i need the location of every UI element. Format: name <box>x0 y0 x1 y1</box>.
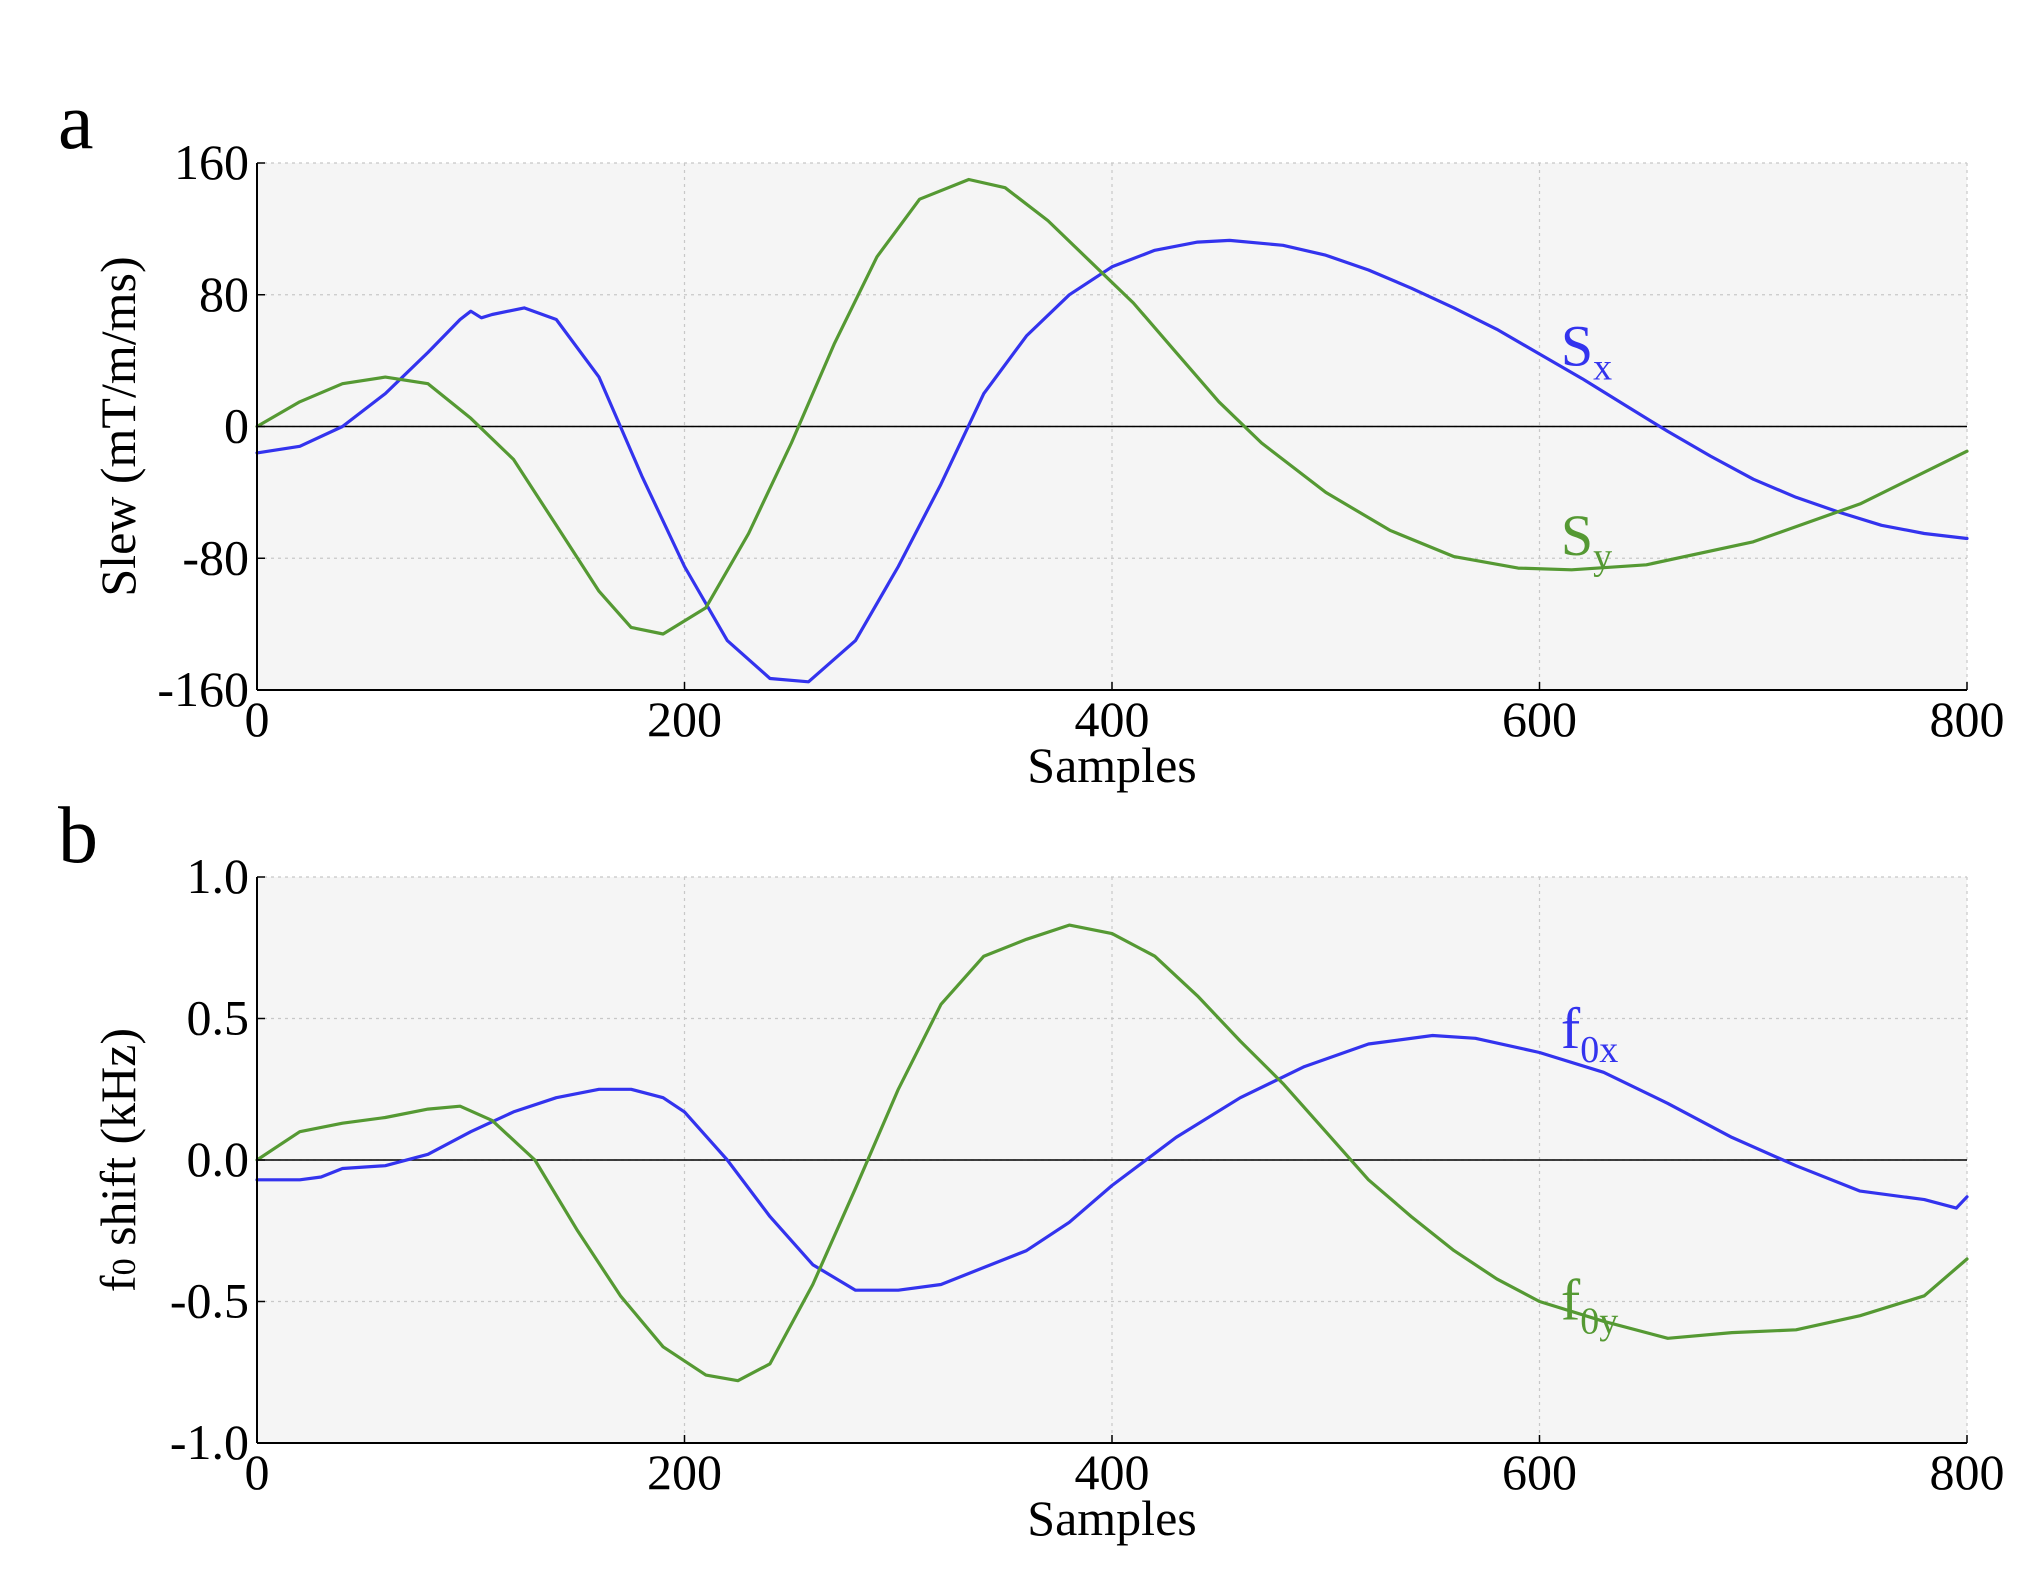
y-tick-label: -1.0 <box>170 1414 249 1470</box>
series-line-sy <box>255 177 1969 636</box>
series-line-f0x <box>255 1033 1969 1292</box>
y-axis-title-sub: 0 <box>106 1258 143 1275</box>
y-tick-label: -0.5 <box>170 1273 249 1329</box>
series-line-f0y <box>255 923 1969 1383</box>
series-label-main: f <box>1561 1268 1581 1333</box>
panel-b: 0 200 400 600 800 -1.0 -0.5 0.0 0.5 1.0 Samples f0 … <box>58 792 2005 1546</box>
x-tick-label: 600 <box>1502 1444 1577 1500</box>
x-tick-label: 800 <box>1930 1444 2005 1500</box>
x-tick-label: 800 <box>1930 691 2005 747</box>
x-axis-title: Samples <box>1027 737 1196 793</box>
series-label-sub: y <box>1593 536 1612 578</box>
y-axis-title-rest: shift (kHz) <box>90 1028 146 1259</box>
y-axis-title: Slew (mT/m/ms) <box>90 256 146 596</box>
x-tick-label: 200 <box>647 691 722 747</box>
series-label-f0x: f0x <box>1561 996 1618 1071</box>
series-label-main: S <box>1561 313 1593 378</box>
x-tick-label: 400 <box>1075 1444 1150 1500</box>
series-label-sy: Sy <box>1561 503 1612 578</box>
series-label-main: f <box>1561 996 1581 1061</box>
y-tick-label: 0 <box>224 398 249 454</box>
panel-letter: a <box>58 78 94 166</box>
y-tick-label: 80 <box>199 266 249 322</box>
series-label-sub: 0y <box>1580 1301 1618 1343</box>
series-label-sx: Sx <box>1561 313 1612 388</box>
x-tick-label: 600 <box>1502 691 1577 747</box>
series-label-sub: 0x <box>1580 1029 1618 1071</box>
x-axis-title: Samples <box>1027 1490 1196 1546</box>
x-tick-label: 0 <box>245 691 270 747</box>
y-tick-label: -160 <box>157 661 249 717</box>
y-axis-title-main: f <box>90 1275 146 1292</box>
x-tick-label: 0 <box>245 1444 270 1500</box>
y-tick-label: 0.5 <box>187 990 250 1046</box>
series-line-sx <box>255 238 1969 684</box>
series-label-sub: x <box>1593 346 1612 388</box>
x-tick-label: 400 <box>1075 691 1150 747</box>
panel-a: 0 200 400 600 800 -160 -80 0 80 160 Samples Slew (m… <box>58 78 2005 793</box>
series-label-f0y: f0y <box>1561 1268 1618 1343</box>
y-tick-label: -80 <box>182 529 249 585</box>
y-tick-label: 1.0 <box>187 848 250 904</box>
y-axis-title: f0 shift (kHz) <box>90 1028 146 1292</box>
panel-letter: b <box>58 792 98 880</box>
y-tick-label: 0.0 <box>187 1131 250 1187</box>
x-tick-label: 200 <box>647 1444 722 1500</box>
series-label-main: S <box>1561 503 1593 568</box>
y-tick-label: 160 <box>174 134 249 190</box>
